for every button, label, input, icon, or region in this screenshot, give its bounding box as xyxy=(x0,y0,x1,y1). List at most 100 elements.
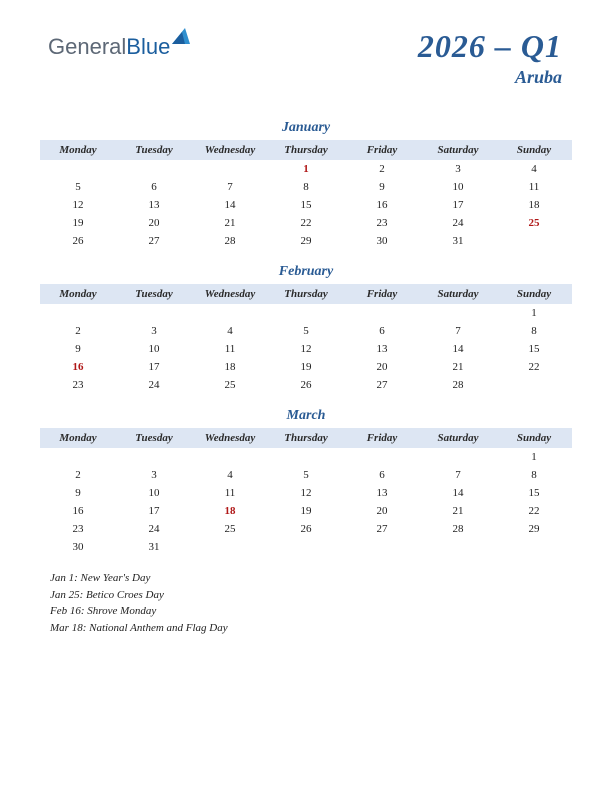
calendar-day: 7 xyxy=(420,322,496,340)
calendar-day: 2 xyxy=(40,322,116,340)
calendar-day: 28 xyxy=(420,520,496,538)
calendar-day: 17 xyxy=(116,358,192,376)
calendar-day: 18 xyxy=(496,196,572,214)
calendar-day xyxy=(496,538,572,556)
calendar-day: 6 xyxy=(344,466,420,484)
calendar-day: 14 xyxy=(420,484,496,502)
calendar-day: 8 xyxy=(496,322,572,340)
calendar-day xyxy=(420,538,496,556)
calendar-day xyxy=(344,538,420,556)
calendar-day: 6 xyxy=(344,322,420,340)
weekday-header: Wednesday xyxy=(192,140,268,160)
calendar-day: 25 xyxy=(192,376,268,394)
calendar-day xyxy=(40,448,116,466)
calendar-day: 10 xyxy=(116,484,192,502)
weekday-header: Saturday xyxy=(420,284,496,304)
calendar-day xyxy=(40,304,116,322)
calendar-day: 26 xyxy=(40,232,116,250)
weekday-header: Sunday xyxy=(496,140,572,160)
weekday-header: Wednesday xyxy=(192,284,268,304)
calendar-day: 9 xyxy=(344,178,420,196)
calendar-day: 2 xyxy=(40,466,116,484)
calendar-day xyxy=(192,304,268,322)
calendar-day: 22 xyxy=(496,358,572,376)
calendar-day: 15 xyxy=(268,196,344,214)
calendar-day: 15 xyxy=(496,484,572,502)
calendar-day: 24 xyxy=(420,214,496,232)
calendar-day: 7 xyxy=(420,466,496,484)
calendar-day: 5 xyxy=(268,322,344,340)
calendar-day: 20 xyxy=(344,502,420,520)
calendar-day: 4 xyxy=(192,322,268,340)
calendar-day: 23 xyxy=(344,214,420,232)
calendar-day xyxy=(116,448,192,466)
calendar-day: 16 xyxy=(40,502,116,520)
calendar-day: 19 xyxy=(268,502,344,520)
calendar-day: 27 xyxy=(344,520,420,538)
calendar-row: 1234 xyxy=(40,160,572,178)
calendar-day xyxy=(420,448,496,466)
calendar-table: MondayTuesdayWednesdayThursdayFridaySatu… xyxy=(40,284,572,394)
calendar-table: MondayTuesdayWednesdayThursdayFridaySatu… xyxy=(40,428,572,556)
calendar-day: 18 xyxy=(192,502,268,520)
month-block: JanuaryMondayTuesdayWednesdayThursdayFri… xyxy=(40,120,572,250)
calendar-day: 19 xyxy=(40,214,116,232)
calendar-day: 8 xyxy=(268,178,344,196)
calendar-row: 3031 xyxy=(40,538,572,556)
weekday-header: Thursday xyxy=(268,284,344,304)
calendar-day: 12 xyxy=(268,340,344,358)
calendar-day: 31 xyxy=(116,538,192,556)
calendar-day xyxy=(192,160,268,178)
weekday-header: Tuesday xyxy=(116,140,192,160)
calendar-day xyxy=(192,538,268,556)
calendar-day: 20 xyxy=(116,214,192,232)
calendar-day: 4 xyxy=(192,466,268,484)
page-title: 2026 – Q1 xyxy=(418,28,562,65)
calendar-day: 15 xyxy=(496,340,572,358)
weekday-header: Saturday xyxy=(420,428,496,448)
calendar-day: 3 xyxy=(116,322,192,340)
logo-text-2: Blue xyxy=(126,34,170,60)
holiday-item: Jan 1: New Year's Day xyxy=(50,570,572,587)
calendar-day: 28 xyxy=(420,376,496,394)
calendar-row: 16171819202122 xyxy=(40,502,572,520)
month-name: January xyxy=(40,120,572,136)
weekday-header: Tuesday xyxy=(116,284,192,304)
calendar-day: 29 xyxy=(496,520,572,538)
calendar-day: 17 xyxy=(420,196,496,214)
calendar-day: 11 xyxy=(192,340,268,358)
weekday-header: Wednesday xyxy=(192,428,268,448)
calendar-day: 11 xyxy=(496,178,572,196)
calendar-day: 8 xyxy=(496,466,572,484)
calendar-day: 5 xyxy=(40,178,116,196)
calendar-day: 17 xyxy=(116,502,192,520)
calendar-day xyxy=(268,304,344,322)
calendar-day xyxy=(268,538,344,556)
month-block: MarchMondayTuesdayWednesdayThursdayFrida… xyxy=(40,408,572,556)
calendar-day xyxy=(192,448,268,466)
calendar-row: 2345678 xyxy=(40,322,572,340)
country-name: Aruba xyxy=(418,67,562,88)
weekday-header: Monday xyxy=(40,284,116,304)
calendar-day: 4 xyxy=(496,160,572,178)
calendar-row: 19202122232425 xyxy=(40,214,572,232)
calendar-row: 232425262728 xyxy=(40,376,572,394)
calendar-day xyxy=(496,232,572,250)
calendar-day: 21 xyxy=(420,358,496,376)
calendar-day: 23 xyxy=(40,376,116,394)
holiday-list: Jan 1: New Year's DayJan 25: Betico Croe… xyxy=(40,570,572,636)
logo: GeneralBlue xyxy=(48,34,190,60)
calendar-day: 9 xyxy=(40,340,116,358)
calendar-row: 567891011 xyxy=(40,178,572,196)
logo-triangle-icon xyxy=(172,28,190,49)
calendar-day: 5 xyxy=(268,466,344,484)
calendar-day: 28 xyxy=(192,232,268,250)
weekday-header: Thursday xyxy=(268,428,344,448)
calendar-day: 1 xyxy=(496,304,572,322)
calendar-day xyxy=(40,160,116,178)
calendar-day xyxy=(344,304,420,322)
calendar-day: 1 xyxy=(496,448,572,466)
weekday-header: Sunday xyxy=(496,284,572,304)
calendar-container: January MondayTuesdayWednesdayThursdayFri… xyxy=(40,120,572,556)
calendar-row: 2345678 xyxy=(40,466,572,484)
